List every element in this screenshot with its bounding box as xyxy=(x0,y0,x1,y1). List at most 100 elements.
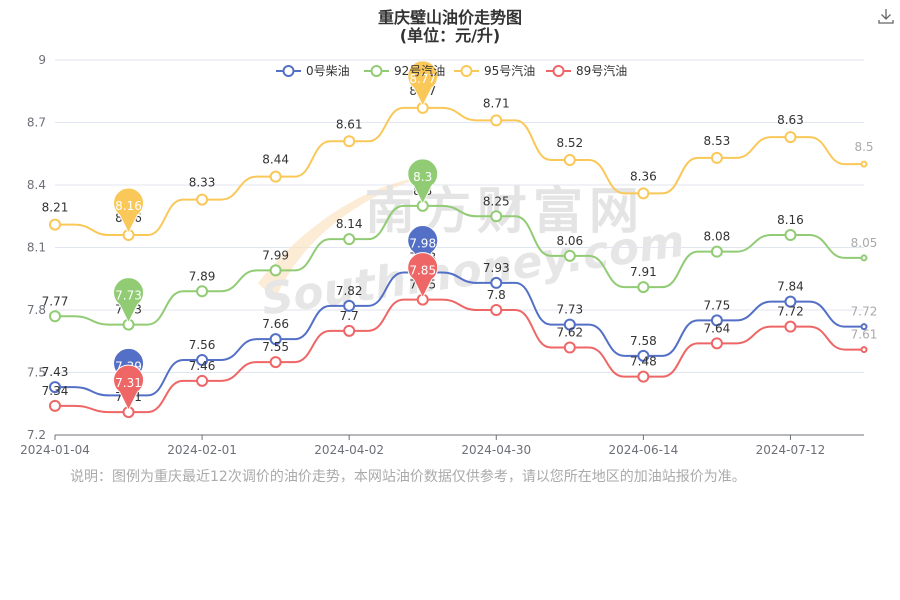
data-label: 7.43 xyxy=(42,365,69,379)
legend-item[interactable]: 0号柴油 xyxy=(276,64,350,78)
axes: 7.2 7.5 7.8 8.1 8.4 8.7 9 2024-01-04 2024-02-01 2… xyxy=(20,53,864,457)
data-point xyxy=(860,254,868,262)
legend-item[interactable]: 89号汽油 xyxy=(546,63,627,78)
data-point xyxy=(269,356,282,369)
series-line xyxy=(55,204,864,326)
marker-label: 7.73 xyxy=(115,289,142,303)
legend-swatch-point xyxy=(460,65,473,77)
series-line xyxy=(55,271,864,397)
data-label: 7.82 xyxy=(336,284,363,298)
y-tick-label: 8.7 xyxy=(27,116,46,130)
y-tick-label: 7.5 xyxy=(27,366,46,380)
data-point xyxy=(269,264,282,277)
data-label: 7.84 xyxy=(777,280,804,294)
series-line xyxy=(55,298,864,414)
data-label: 8.16 xyxy=(777,213,804,227)
data-point xyxy=(860,346,868,354)
data-label: 8.53 xyxy=(704,134,731,148)
data-label: 8.21 xyxy=(42,201,69,215)
download-icon[interactable] xyxy=(876,6,896,26)
data-label: 7.62 xyxy=(556,326,583,340)
data-point xyxy=(343,324,356,337)
y-tick-label: 8.1 xyxy=(27,241,46,255)
chart-title: 重庆璧山油价走势图 xyxy=(377,8,522,27)
data-label: 7.89 xyxy=(189,269,216,283)
legend-swatch-point xyxy=(552,65,565,77)
data-label: 8.71 xyxy=(483,96,510,110)
data-point xyxy=(710,337,723,350)
data-label: 8.5 xyxy=(854,140,873,154)
data-label: 8.44 xyxy=(262,153,289,167)
data-point xyxy=(490,210,503,223)
data-point xyxy=(269,170,282,183)
data-point xyxy=(49,399,61,412)
data-point xyxy=(563,318,576,331)
data-point xyxy=(710,314,723,327)
data-label: 8.61 xyxy=(336,117,363,131)
data-point xyxy=(563,154,576,166)
x-tick-label: 2024-02-01 xyxy=(167,443,237,457)
data-point xyxy=(860,323,868,331)
legend-swatch-point xyxy=(282,65,295,77)
data-point xyxy=(343,299,356,312)
data-label: 8.14 xyxy=(336,217,363,231)
data-point xyxy=(563,341,576,354)
x-tick-label: 2024-01-04 xyxy=(20,443,90,457)
data-label: 8.52 xyxy=(556,136,583,150)
marker-pin xyxy=(113,277,144,324)
legend-label: 0号柴油 xyxy=(306,64,350,78)
legend-label: 95号汽油 xyxy=(484,63,535,78)
marker-pin xyxy=(407,252,439,299)
data-point xyxy=(343,233,356,246)
data-label: 7.61 xyxy=(851,328,878,342)
data-point xyxy=(710,245,723,258)
y-tick-label: 7.8 xyxy=(27,303,46,317)
data-label: 8.06 xyxy=(556,234,583,248)
data-point xyxy=(784,295,797,308)
data-point xyxy=(49,381,61,394)
data-point xyxy=(490,304,503,316)
watermark: 南方财富网 Southmoney.com xyxy=(258,175,688,326)
data-label: 7.7 xyxy=(340,309,359,323)
legend-item[interactable]: 95号汽油 xyxy=(454,63,535,78)
marker-label: 7.85 xyxy=(409,264,436,278)
data-point xyxy=(196,354,209,366)
y-tick-label: 9 xyxy=(38,53,46,67)
data-label: 7.72 xyxy=(851,305,878,319)
data-label: 7.56 xyxy=(189,338,216,352)
data-point xyxy=(196,285,209,298)
legend-swatch-point xyxy=(370,65,383,77)
data-point xyxy=(710,151,723,164)
data-point xyxy=(860,160,868,168)
markers: 7.397.987.738.38.168.777.317.85 xyxy=(113,60,439,412)
data-label: 7.55 xyxy=(262,340,289,354)
legend-label: 89号汽油 xyxy=(576,63,627,78)
marker-pin xyxy=(407,60,439,108)
x-tick-label: 2024-07-12 xyxy=(756,443,826,457)
marker-label: 7.31 xyxy=(115,376,142,390)
grid xyxy=(55,59,864,373)
data-label: 7.91 xyxy=(630,265,657,279)
data-label: 7.99 xyxy=(262,248,289,262)
x-tick-label: 2024-04-02 xyxy=(314,443,384,457)
data-point xyxy=(343,135,356,148)
data-label: 7.66 xyxy=(262,317,289,331)
data-point xyxy=(784,229,797,241)
data-point xyxy=(637,349,650,362)
data-label: 7.73 xyxy=(556,303,583,317)
data-point xyxy=(490,114,503,127)
data-label: 8.36 xyxy=(630,169,657,183)
marker-pin xyxy=(113,364,144,412)
data-point xyxy=(269,333,282,346)
chart-note: 说明：图例为重庆最近12次调价的油价走势，本网站油价数据仅供参考，请以您所在地区… xyxy=(70,469,746,485)
legend-item[interactable]: 92号汽油 xyxy=(364,63,445,78)
data-point xyxy=(196,193,209,206)
marker-pin xyxy=(407,158,439,205)
data-point xyxy=(196,374,209,387)
data-label: 7.34 xyxy=(42,384,69,398)
x-tick-label: 2024-06-14 xyxy=(608,443,678,457)
legend[interactable]: 0号柴油 92号汽油 95号汽油 89号汽油 xyxy=(276,63,627,78)
data-label: 7.64 xyxy=(704,321,731,335)
y-tick-label: 8.4 xyxy=(27,178,46,192)
